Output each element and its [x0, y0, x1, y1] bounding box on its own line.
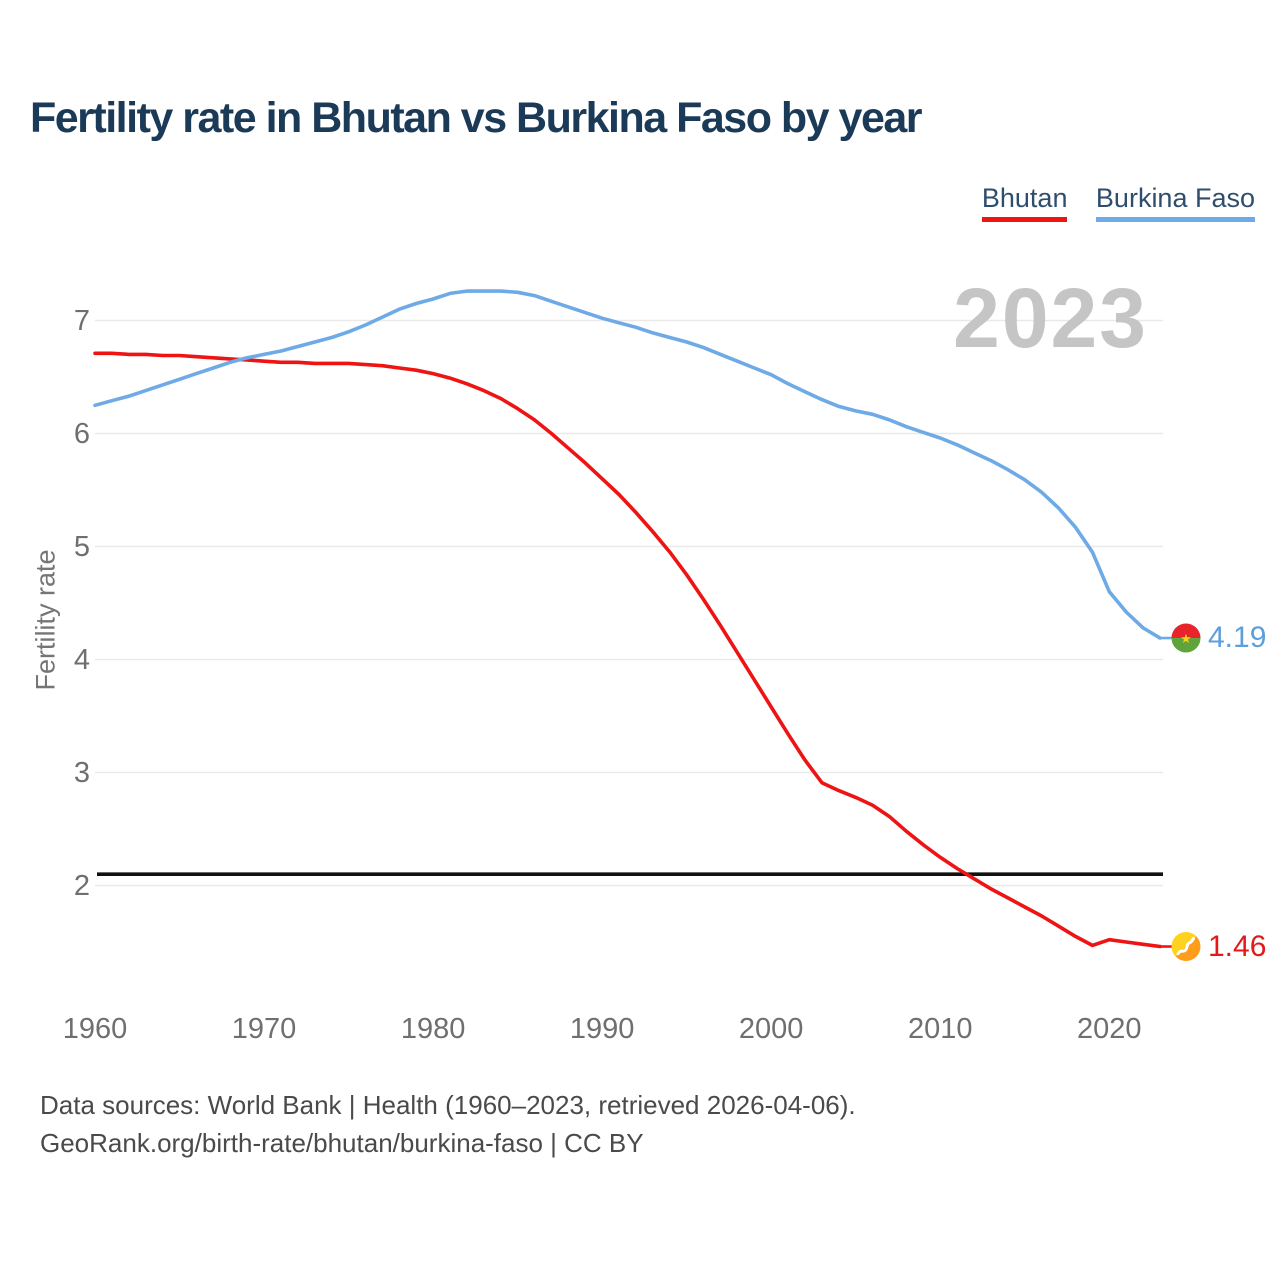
watermark-year: 2023: [953, 271, 1148, 365]
x-tick-2000: 2000: [738, 1013, 804, 1045]
source-note: Data sources: World Bank | Health (1960–…: [40, 1086, 856, 1162]
source-line-1: Data sources: World Bank | Health (1960–…: [40, 1090, 856, 1120]
x-tick-1960: 1960: [62, 1013, 128, 1045]
x-tick-2010: 2010: [907, 1013, 973, 1045]
x-tick-1970: 1970: [231, 1013, 297, 1045]
x-tick-1980: 1980: [400, 1013, 466, 1045]
source-line-2: GeoRank.org/birth-rate/bhutan/burkina-fa…: [40, 1128, 644, 1158]
y-tick-5: 5: [73, 530, 90, 563]
y-tick-6: 6: [73, 417, 90, 450]
line-bhutan: [93, 351, 1162, 949]
end-value-burkina-faso: 4.19: [1208, 621, 1267, 655]
y-tick-2: 2: [73, 869, 90, 902]
x-tick-2020: 2020: [1077, 1013, 1142, 1045]
x-tick-1990: 1990: [569, 1013, 635, 1045]
bhutan-flag-icon: [1171, 932, 1201, 962]
y-tick-4: 4: [73, 643, 90, 676]
gridlines: [95, 319, 1163, 887]
chart-title: Fertility rate in Bhutan vs Burkina Faso…: [30, 94, 923, 142]
series-lines: [93, 289, 1172, 949]
line-burkina-faso: [93, 289, 1162, 640]
legend-item-bhutan[interactable]: Bhutan: [981, 183, 1068, 222]
legend-item-burkina-faso[interactable]: Burkina Faso: [1095, 183, 1255, 222]
legend: Bhutan Burkina Faso: [958, 183, 1255, 222]
svg-text:★: ★: [1180, 631, 1192, 646]
burkina-faso-flag-icon: ★: [1171, 623, 1201, 653]
end-value-bhutan: 1.46: [1208, 929, 1267, 963]
endpoint-markers: ★: [1171, 623, 1201, 962]
y-tick-3: 3: [73, 756, 90, 789]
y-tick-7: 7: [73, 304, 90, 337]
